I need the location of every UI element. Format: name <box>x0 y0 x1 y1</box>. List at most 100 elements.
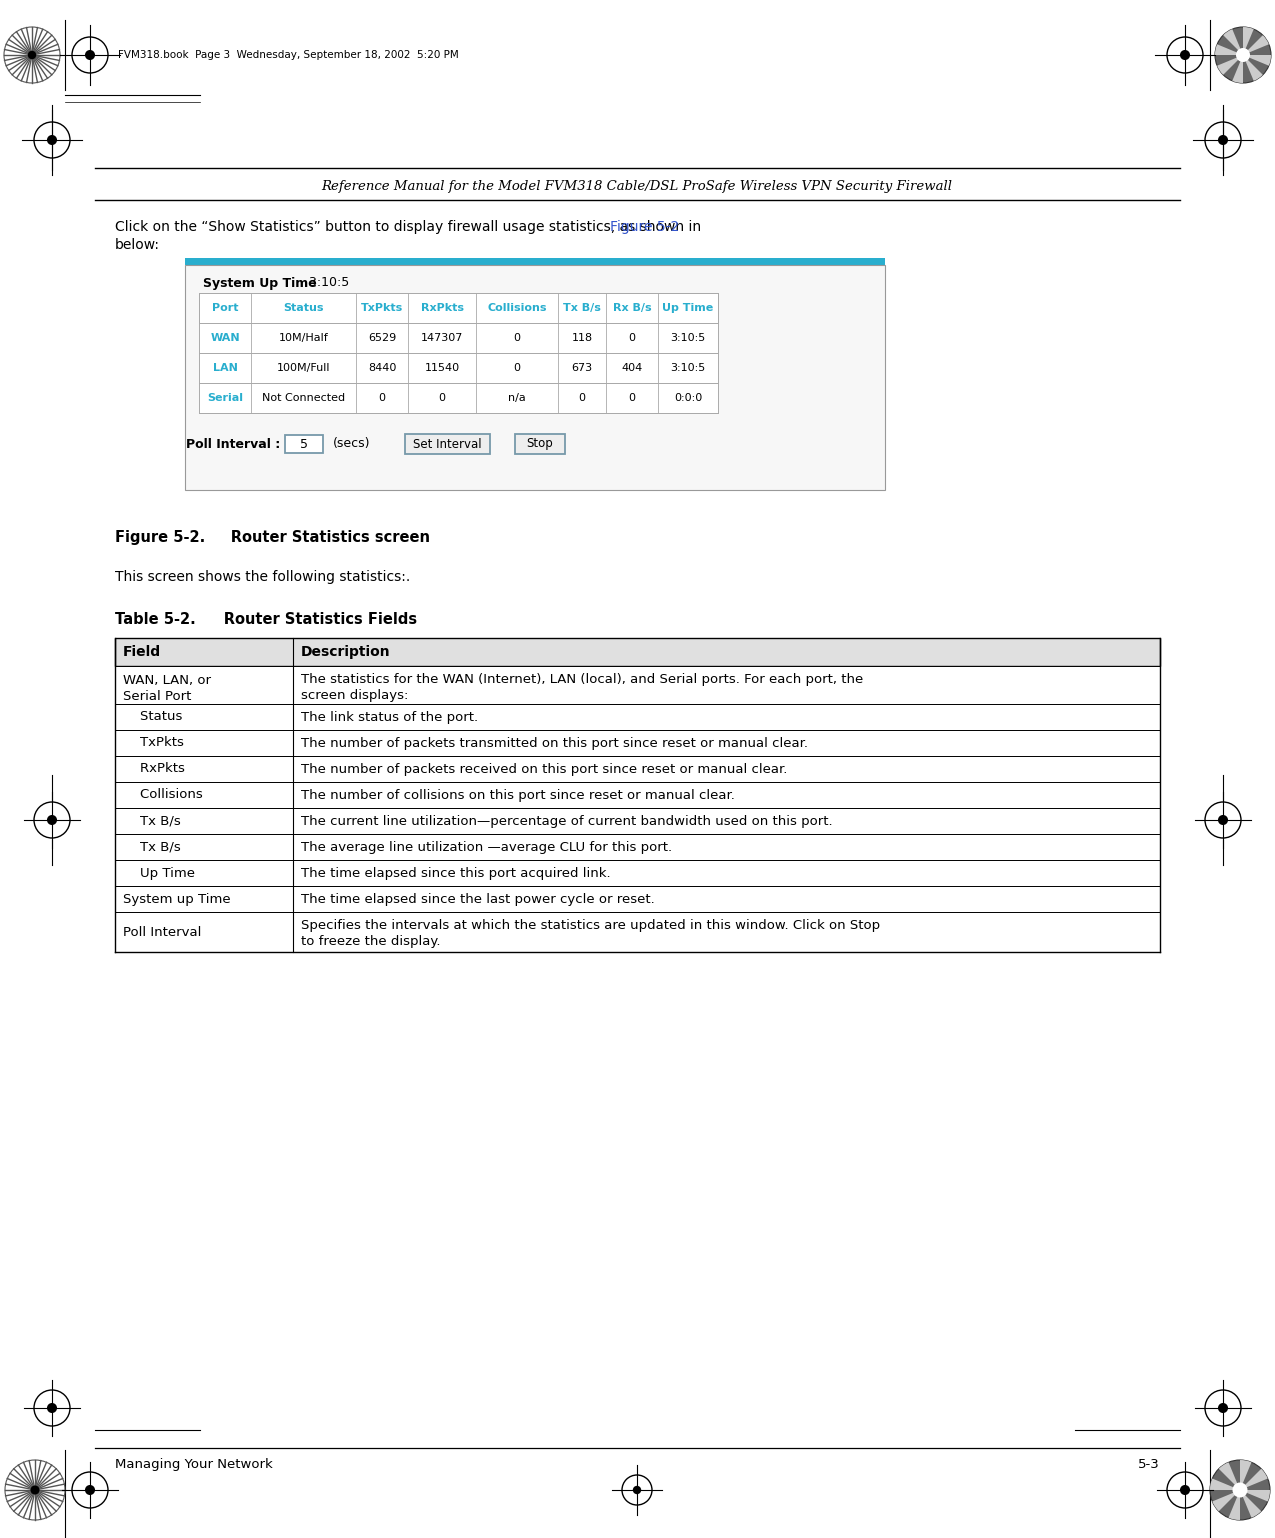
Text: TxPkts: TxPkts <box>122 737 184 749</box>
Bar <box>115 912 1160 952</box>
Text: 0: 0 <box>514 363 520 374</box>
Text: Serial Port: Serial Port <box>122 691 191 703</box>
Circle shape <box>1218 135 1228 145</box>
Text: 10M/Half: 10M/Half <box>279 334 329 343</box>
Text: 404: 404 <box>621 363 643 374</box>
Text: Collisions: Collisions <box>122 789 203 801</box>
Text: Not Connected: Not Connected <box>261 394 346 403</box>
Text: below:: below: <box>115 238 159 252</box>
Text: 8440: 8440 <box>367 363 397 374</box>
Text: The number of collisions on this port since reset or manual clear.: The number of collisions on this port si… <box>301 789 734 801</box>
Circle shape <box>47 815 57 824</box>
Text: Tx B/s: Tx B/s <box>122 815 181 827</box>
Text: Port: Port <box>212 303 238 314</box>
Text: This screen shows the following statistics:.: This screen shows the following statisti… <box>115 571 411 584</box>
Circle shape <box>31 1486 40 1495</box>
Text: (secs): (secs) <box>333 437 371 451</box>
Bar <box>115 807 1160 834</box>
Circle shape <box>1233 1483 1247 1498</box>
Wedge shape <box>1241 1469 1267 1490</box>
Text: screen displays:: screen displays: <box>301 689 408 701</box>
Text: Poll Interval: Poll Interval <box>122 926 201 938</box>
Wedge shape <box>1243 28 1253 55</box>
Text: The link status of the port.: The link status of the port. <box>301 711 478 723</box>
Bar <box>185 265 885 491</box>
Text: The time elapsed since this port acquired link.: The time elapsed since this port acquire… <box>301 866 611 880</box>
Bar <box>115 704 1160 731</box>
Bar <box>115 834 1160 860</box>
Text: Managing Your Network: Managing Your Network <box>115 1458 273 1470</box>
Wedge shape <box>1223 29 1243 55</box>
Bar <box>115 638 1160 666</box>
Bar <box>199 323 718 354</box>
Text: The statistics for the WAN (Internet), LAN (local), and Serial ports. For each p: The statistics for the WAN (Internet), L… <box>301 674 863 686</box>
Text: 5: 5 <box>300 437 309 451</box>
Circle shape <box>1215 28 1271 83</box>
Text: FVM318.book  Page 3  Wednesday, September 18, 2002  5:20 PM: FVM318.book Page 3 Wednesday, September … <box>119 51 459 60</box>
Text: Reference Manual for the Model FVM318 Cable/DSL ProSafe Wireless VPN Security Fi: Reference Manual for the Model FVM318 Ca… <box>321 180 952 192</box>
Wedge shape <box>1241 1460 1252 1490</box>
Text: The average line utilization —average CLU for this port.: The average line utilization —average CL… <box>301 840 672 854</box>
Text: 118: 118 <box>571 334 593 343</box>
Wedge shape <box>1219 1463 1241 1490</box>
Text: Figure 5-2.: Figure 5-2. <box>115 531 205 544</box>
Text: WAN, LAN, or: WAN, LAN, or <box>122 674 210 687</box>
Text: 0: 0 <box>629 334 635 343</box>
Text: Click on the “Show Statistics” button to display firewall usage statistics, as s: Click on the “Show Statistics” button to… <box>115 220 705 234</box>
Text: Description: Description <box>301 644 390 658</box>
Text: The number of packets transmitted on this port since reset or manual clear.: The number of packets transmitted on thi… <box>301 737 808 749</box>
Wedge shape <box>1229 1490 1241 1520</box>
Wedge shape <box>1210 1478 1241 1490</box>
Bar <box>199 383 718 414</box>
Text: 3:10:5: 3:10:5 <box>671 334 705 343</box>
Wedge shape <box>1241 1490 1270 1501</box>
Text: TxPkts: TxPkts <box>361 303 403 314</box>
Text: WAN: WAN <box>210 334 240 343</box>
Circle shape <box>1179 49 1190 60</box>
Bar <box>405 434 490 454</box>
Text: Status: Status <box>122 711 182 723</box>
Text: Tx B/s: Tx B/s <box>564 303 601 314</box>
Circle shape <box>632 1486 641 1495</box>
Text: 0: 0 <box>439 394 445 403</box>
Text: Stop: Stop <box>527 437 553 451</box>
Text: 0: 0 <box>514 334 520 343</box>
Text: Figure 5-2: Figure 5-2 <box>609 220 678 234</box>
Text: Field: Field <box>122 644 161 658</box>
Circle shape <box>1235 48 1250 62</box>
Text: 0:0:0: 0:0:0 <box>674 394 703 403</box>
Text: Specifies the intervals at which the statistics are updated in this window. Clic: Specifies the intervals at which the sta… <box>301 920 880 932</box>
Bar <box>115 860 1160 886</box>
Text: Poll Interval :: Poll Interval : <box>186 437 280 451</box>
Wedge shape <box>1243 55 1262 82</box>
Text: 6529: 6529 <box>368 334 397 343</box>
Bar <box>199 354 718 383</box>
Bar <box>199 294 718 323</box>
Circle shape <box>1210 1460 1270 1520</box>
Text: System Up Time: System Up Time <box>203 277 316 289</box>
Text: The number of packets received on this port since reset or manual clear.: The number of packets received on this p… <box>301 763 788 775</box>
Bar <box>115 757 1160 781</box>
Text: to freeze the display.: to freeze the display. <box>301 935 440 947</box>
Text: LAN: LAN <box>213 363 237 374</box>
Text: 3:10:5: 3:10:5 <box>305 277 349 289</box>
Text: Serial: Serial <box>207 394 244 403</box>
Bar <box>286 435 323 454</box>
Text: RxPkts: RxPkts <box>122 763 185 775</box>
Text: 5-3: 5-3 <box>1139 1458 1160 1470</box>
Circle shape <box>1218 1403 1228 1413</box>
Wedge shape <box>1241 1490 1261 1518</box>
Text: Router Statistics Fields: Router Statistics Fields <box>193 612 417 628</box>
Circle shape <box>47 1403 57 1413</box>
Wedge shape <box>1243 35 1269 55</box>
Text: Up Time: Up Time <box>122 866 195 880</box>
Text: RxPkts: RxPkts <box>421 303 464 314</box>
Bar <box>115 666 1160 704</box>
Text: 673: 673 <box>571 363 593 374</box>
Bar <box>185 258 885 265</box>
Text: 11540: 11540 <box>425 363 459 374</box>
Circle shape <box>28 51 36 58</box>
Bar <box>115 886 1160 912</box>
Circle shape <box>85 1486 96 1495</box>
Text: System up Time: System up Time <box>122 892 231 906</box>
